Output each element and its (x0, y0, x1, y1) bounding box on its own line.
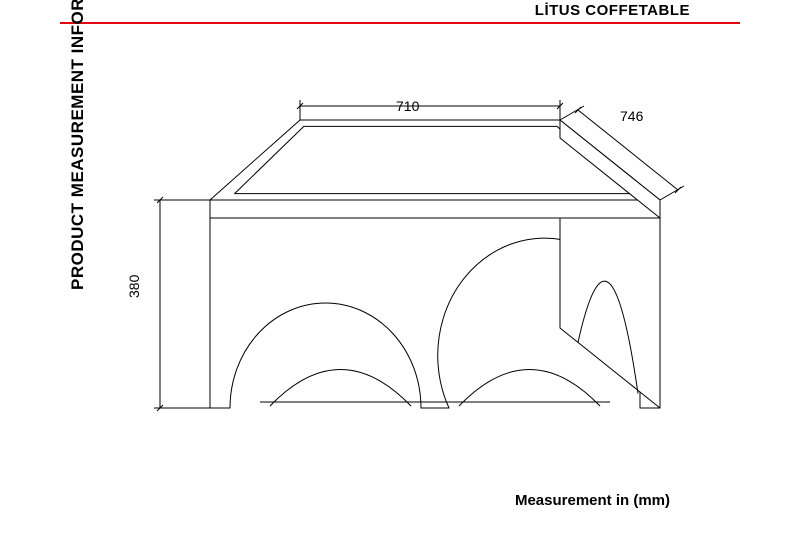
header-rule (60, 22, 740, 24)
dim-height-label: 380 (126, 275, 142, 298)
sidebar-label: PRODUCT MEASUREMENT INFORMATION (68, 0, 88, 290)
dim-depth-label: 746 (620, 108, 643, 124)
technical-drawing: 710 746 380 (100, 40, 740, 480)
dim-width-label: 710 (396, 98, 419, 114)
product-title: LİTUS COFFETABLE (535, 2, 690, 19)
footer-units: Measurement in (mm) (515, 492, 670, 509)
